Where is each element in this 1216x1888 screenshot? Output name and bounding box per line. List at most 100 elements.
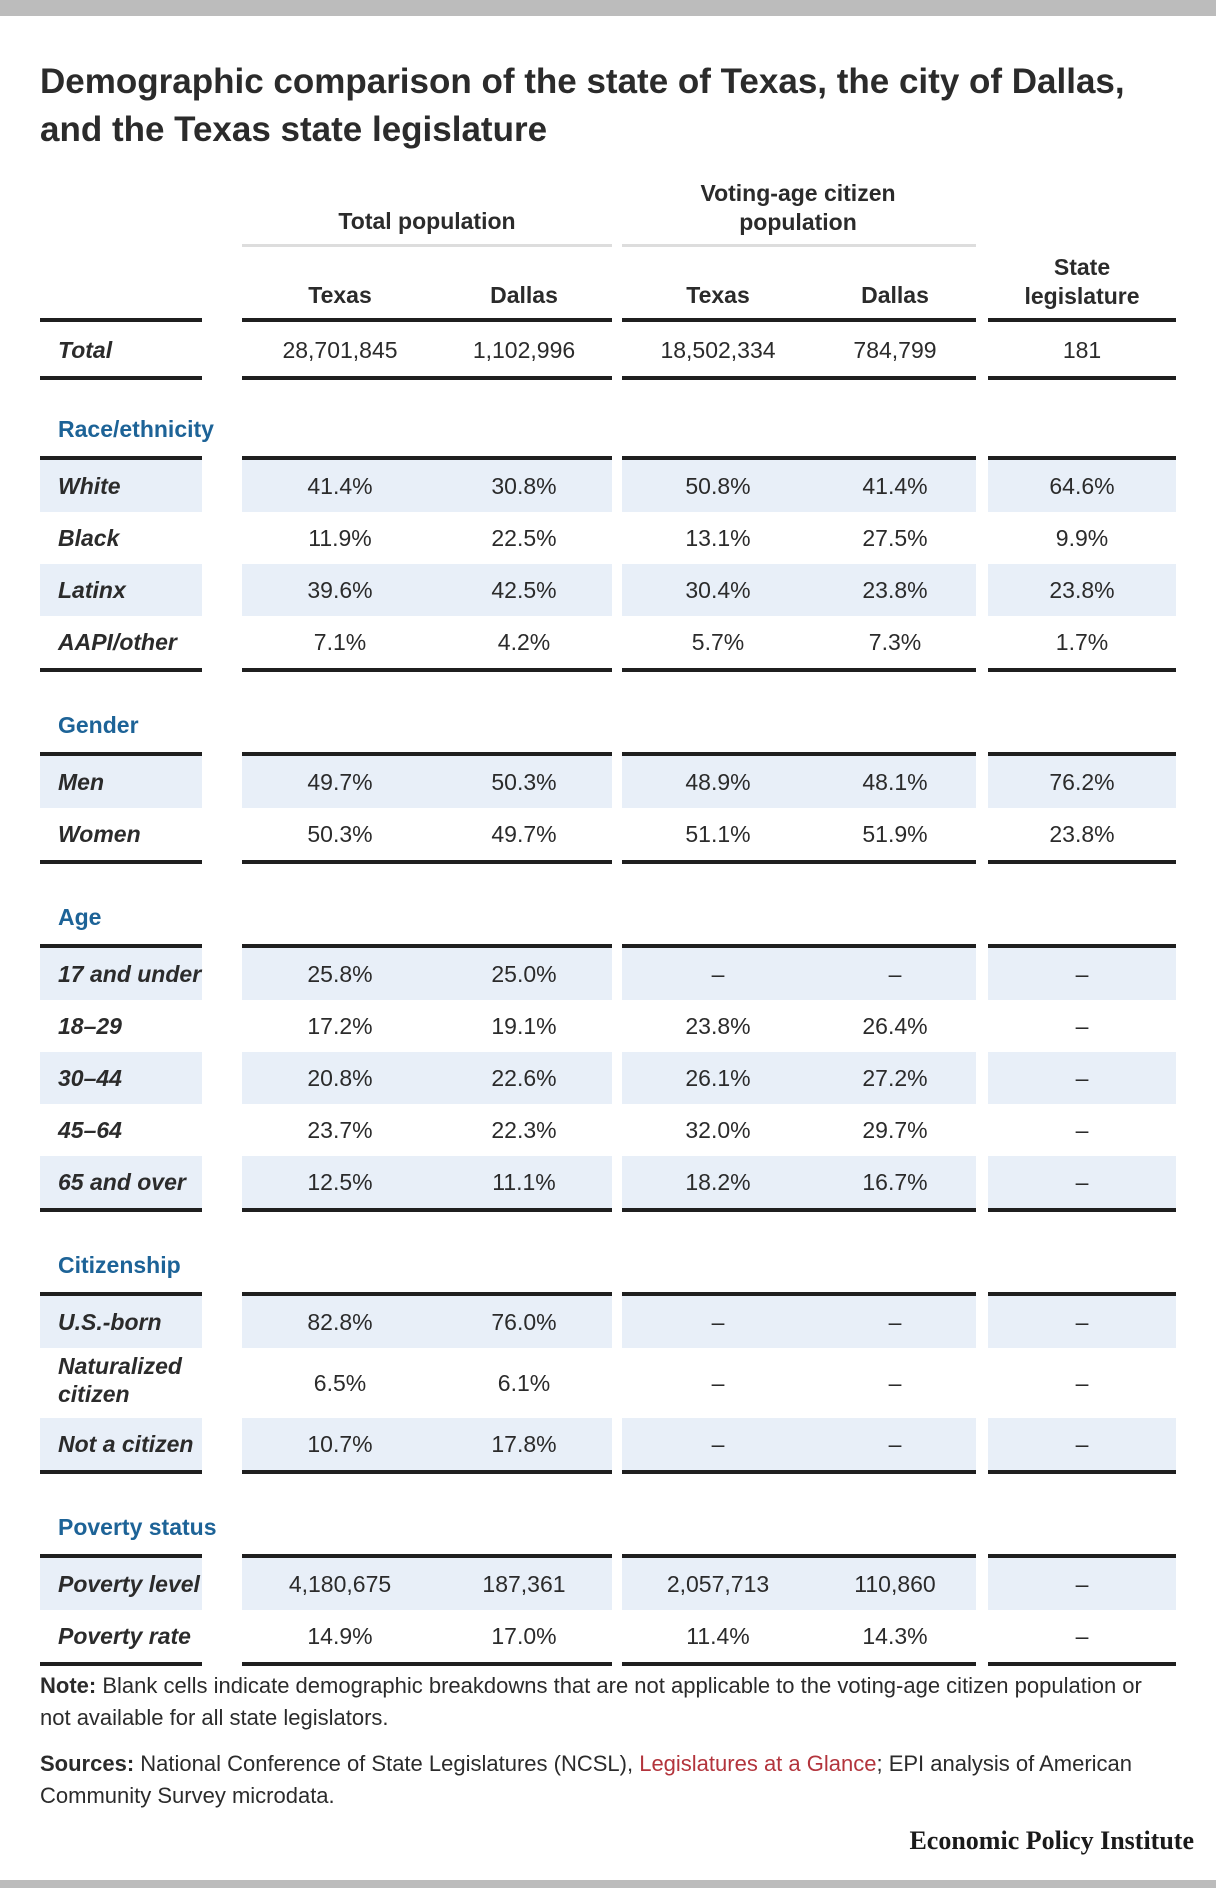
total-rule-0 [40, 376, 202, 380]
citizenship-row-2-band-1 [242, 1418, 612, 1470]
race-row-0-band-1 [242, 460, 612, 512]
gender-row-0-band-2 [622, 756, 976, 808]
poverty-row-1-value: 14.3% [862, 1623, 928, 1649]
race-row-2-value: 30.4% [685, 577, 751, 603]
poverty-bottom-rule-0 [40, 1662, 202, 1666]
gender-row-0-value: 48.1% [862, 769, 928, 795]
group-header-voting-age: Voting-age citizen population [700, 180, 896, 235]
age-row-4-value: 12.5% [307, 1169, 373, 1195]
gender-row-0-value: 50.3% [491, 769, 557, 795]
top-border [0, 0, 1216, 16]
note-text: Blank cells indicate demographic breakdo… [40, 1673, 1142, 1730]
citizenship-top-rule-3 [988, 1292, 1176, 1296]
citizenship-row-2-band-0 [40, 1418, 202, 1470]
age-row-2-label: 30–44 [58, 1065, 122, 1091]
age-row-0-value: – [1075, 961, 1089, 987]
age-bottom-rule-1 [242, 1208, 612, 1212]
citizenship-row-2-band-3 [988, 1418, 1176, 1470]
sources-link[interactable]: Legislatures at a Glance [639, 1751, 877, 1776]
poverty-top-rule-0 [40, 1554, 202, 1558]
poverty-bottom-rule-2 [622, 1662, 976, 1666]
citizenship-row-2-value: – [1075, 1431, 1089, 1457]
age-row-0-value: 25.8% [307, 961, 373, 987]
group-underline-total [242, 244, 612, 247]
age-row-0-label: 17 and under [58, 961, 202, 987]
age-row-2-band-1 [242, 1052, 612, 1104]
race-row-1-value: 9.9% [1055, 525, 1109, 551]
age-row-1-value: 19.1% [491, 1013, 557, 1039]
citizenship-top-rule-2 [622, 1292, 976, 1296]
citizenship-row-0-band-2 [622, 1296, 976, 1348]
bottom-border [0, 1880, 1216, 1888]
citizenship-row-2-value: – [711, 1431, 725, 1457]
age-row-3-value: 32.0% [685, 1117, 751, 1143]
age-row-3-value: – [1075, 1117, 1089, 1143]
race-row-2-band-3 [988, 564, 1176, 616]
age-row-1-label: 18–29 [58, 1013, 122, 1039]
poverty-bottom-rule-3 [988, 1662, 1176, 1666]
gender-row-0-value: 49.7% [307, 769, 373, 795]
gender-bottom-rule-0 [40, 860, 202, 864]
citizenship-row-2-label: Not a citizen [58, 1431, 194, 1457]
race-row-1-value: 11.9% [308, 525, 372, 551]
age-row-2-band-0 [40, 1052, 202, 1104]
age-row-4-value: 11.1% [492, 1169, 556, 1195]
gender-row-0-band-0 [40, 756, 202, 808]
age-row-3-value: 23.7% [307, 1117, 373, 1143]
group-header-total-population: Total population [338, 208, 516, 234]
race-top-rule-3 [988, 456, 1176, 460]
gender-row-0-value: 48.9% [685, 769, 751, 795]
age-row-2-value: 20.8% [307, 1065, 373, 1091]
age-row-2-value: 27.2% [862, 1065, 928, 1091]
group-underline-voting [622, 244, 976, 247]
gender-top-rule-0 [40, 752, 202, 756]
race-row-0-label: White [58, 473, 121, 499]
col-header-va-dallas: Dallas [861, 282, 929, 308]
age-row-0-band-0 [40, 948, 202, 1000]
citizenship-row-1-value: 6.5% [313, 1370, 367, 1396]
poverty-row-0-band-3 [988, 1558, 1176, 1610]
poverty-row-1-value: 17.0% [491, 1623, 557, 1649]
total-rule-1 [242, 376, 612, 380]
age-row-1-value: 23.8% [685, 1013, 751, 1039]
page-title: Demographic comparison of the state of T… [40, 62, 1125, 149]
age-row-3-value: 29.7% [862, 1117, 928, 1143]
age-row-4-band-2 [622, 1156, 976, 1208]
race-row-2-label: Latinx [58, 577, 126, 603]
gender-row-0-value: 76.2% [1049, 769, 1115, 795]
race-top-rule-1 [242, 456, 612, 460]
race-row-0-value: 50.8% [685, 473, 751, 499]
age-row-2-band-3 [988, 1052, 1176, 1104]
citizenship-row-0-value: 76.0% [491, 1309, 557, 1335]
age-row-0-value: – [711, 961, 725, 987]
note-label: Note: [40, 1673, 97, 1698]
age-row-4-label: 65 and over [58, 1169, 186, 1195]
race-bottom-rule-0 [40, 668, 202, 672]
total-row-label: Total [58, 337, 113, 363]
age-bottom-rule-3 [988, 1208, 1176, 1212]
gender-row-0-band-1 [242, 756, 612, 808]
poverty-top-rule-2 [622, 1554, 976, 1558]
race-row-0-band-0 [40, 460, 202, 512]
gender-row-1-value: 51.1% [685, 821, 751, 847]
age-row-0-band-3 [988, 948, 1176, 1000]
total-row-value: 784,799 [853, 337, 937, 363]
citizenship-row-0-band-0 [40, 1296, 202, 1348]
race-row-2-value: 39.6% [307, 577, 373, 603]
race-bottom-rule-3 [988, 668, 1176, 672]
gender-top-rule-3 [988, 752, 1176, 756]
race-bottom-rule-2 [622, 668, 976, 672]
poverty-top-rule-3 [988, 1554, 1176, 1558]
citizenship-row-0-value: – [888, 1309, 902, 1335]
section-heading-age: Age [58, 904, 102, 930]
citizenship-row-2-value: – [888, 1431, 902, 1457]
poverty-row-0-value: 2,057,713 [666, 1571, 770, 1597]
age-top-rule-0 [40, 944, 202, 948]
col-header-va-texas: Texas [686, 282, 750, 308]
section-heading-poverty: Poverty status [58, 1514, 217, 1540]
race-bottom-rule-1 [242, 668, 612, 672]
age-row-4-band-0 [40, 1156, 202, 1208]
citizenship-bottom-rule-3 [988, 1470, 1176, 1474]
gender-bottom-rule-2 [622, 860, 976, 864]
total-rule-2 [622, 376, 976, 380]
